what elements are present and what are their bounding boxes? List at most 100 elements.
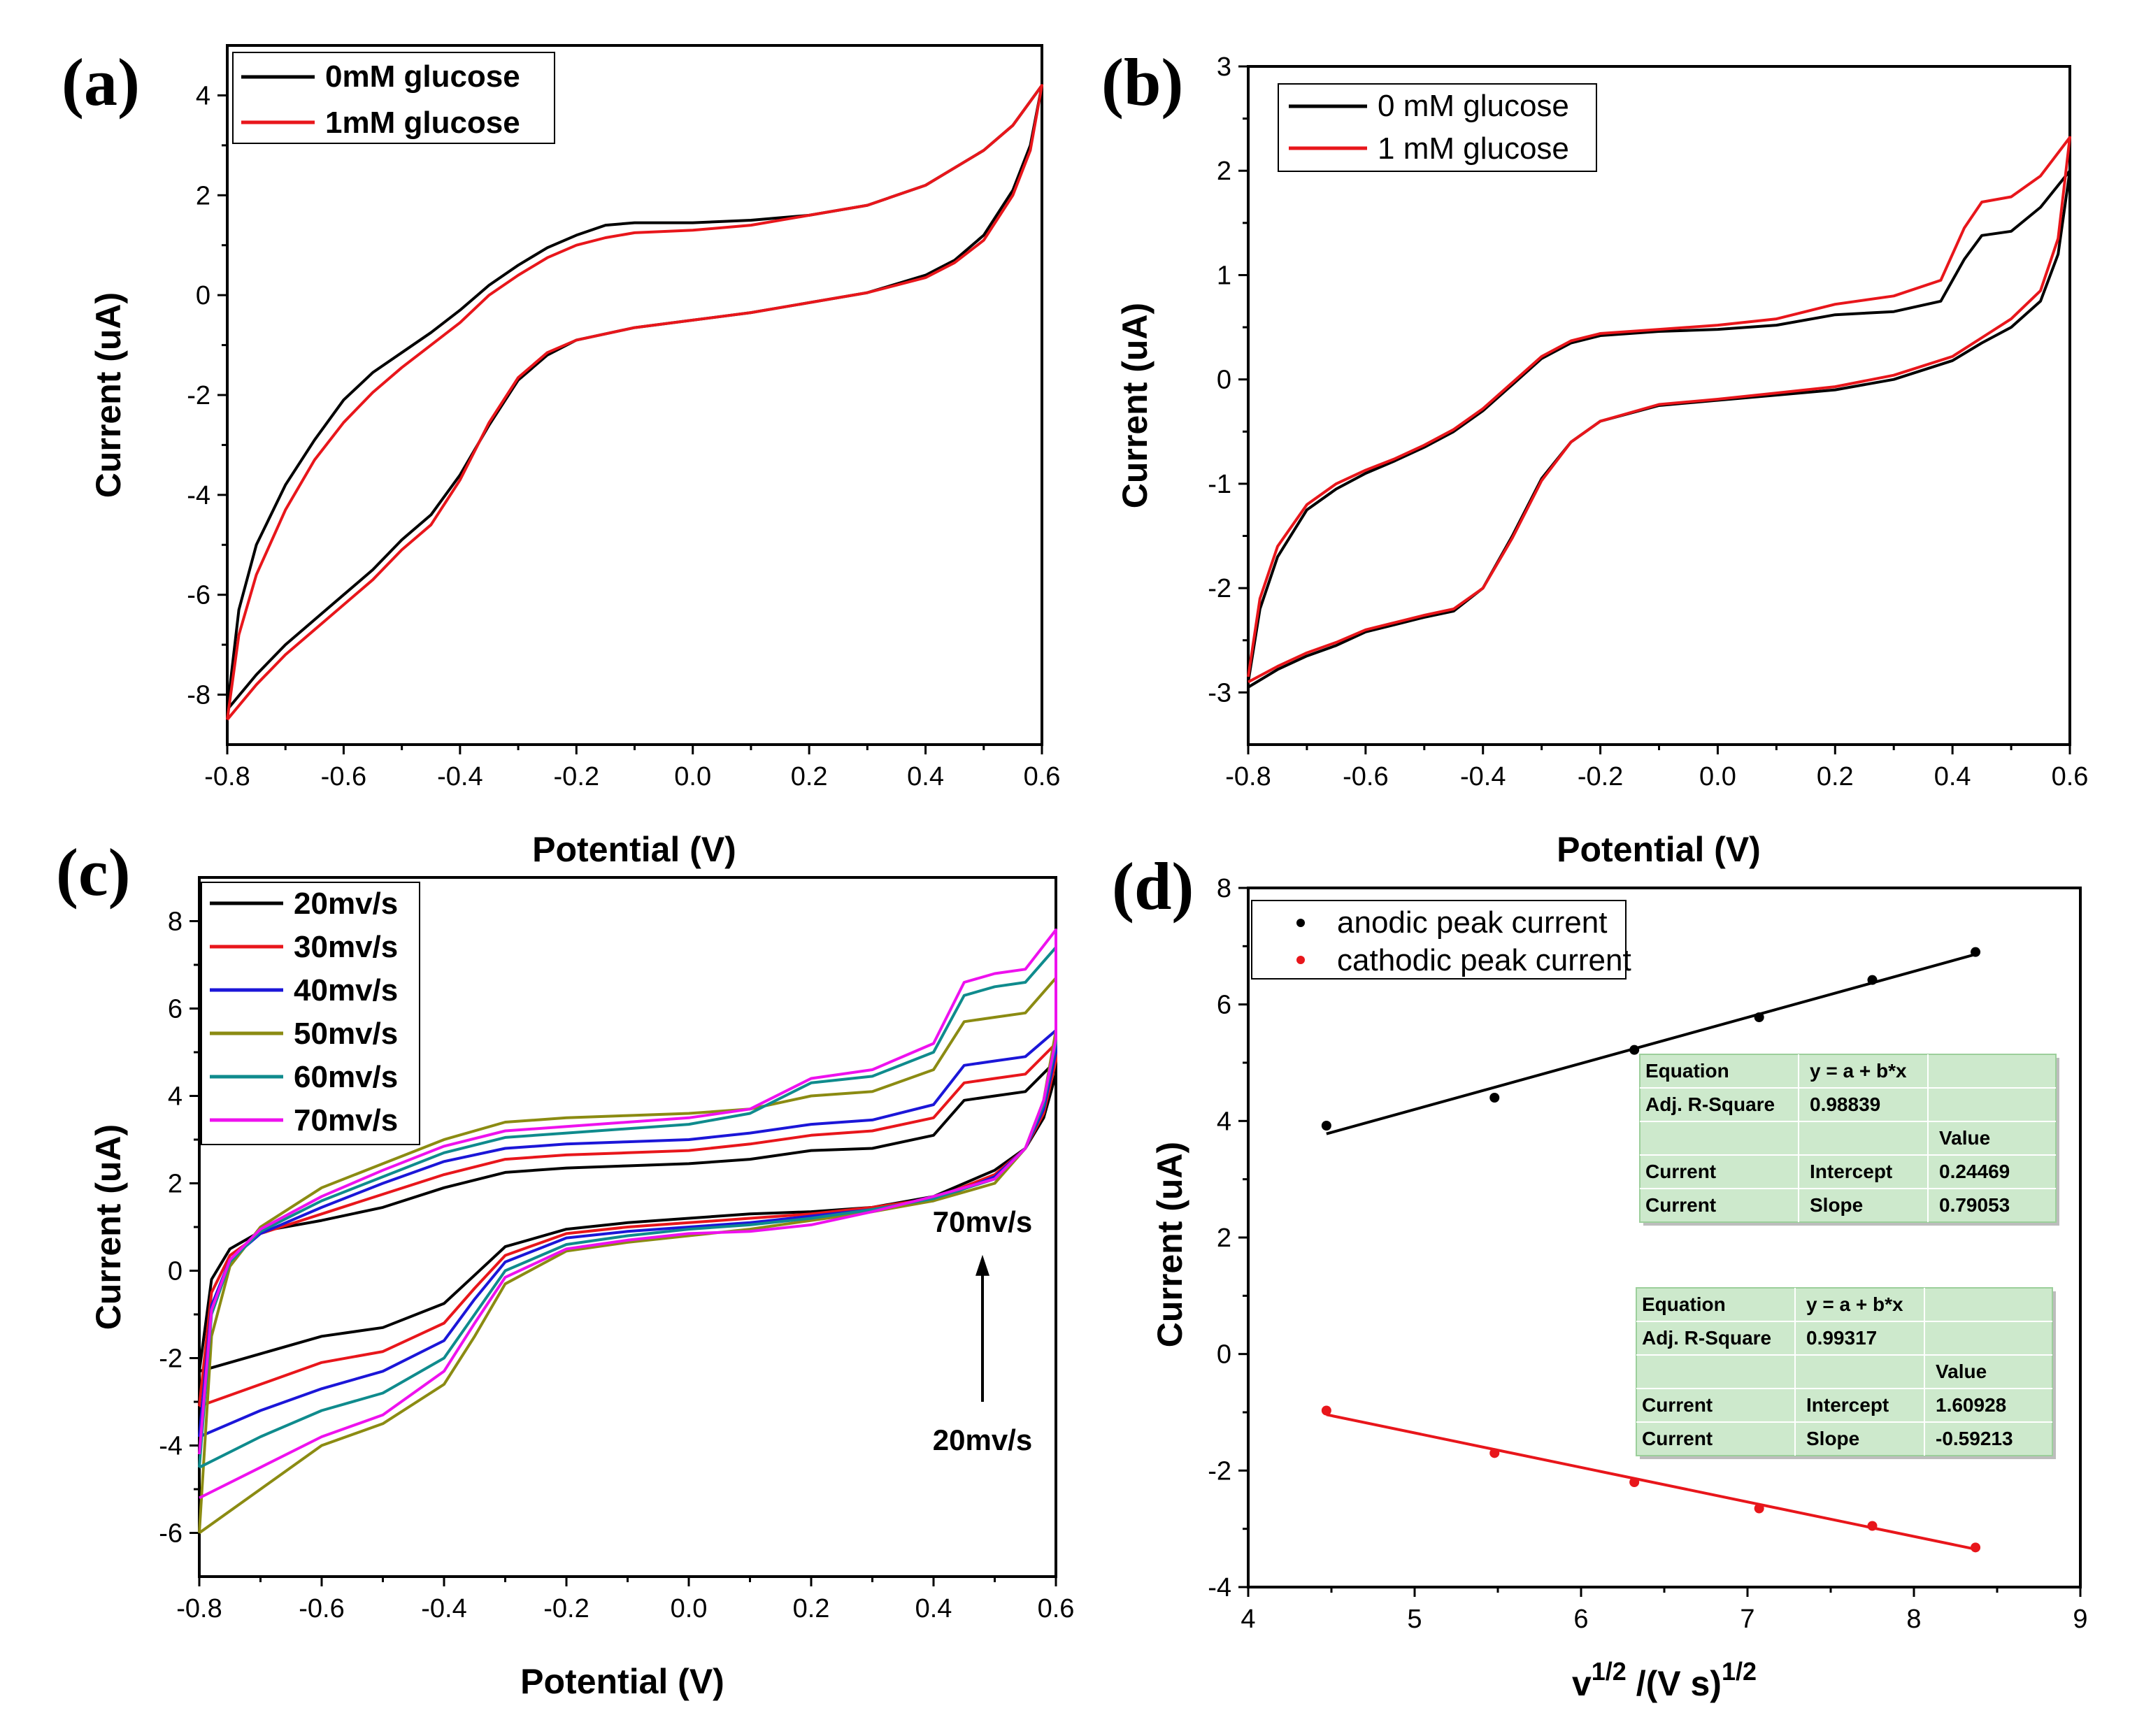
panel-d-plot-frame: [1247, 887, 2082, 1588]
panel-d-point-0-5: [1971, 947, 1981, 957]
c-ytick-label-0: -6: [159, 1519, 183, 1549]
panel-b-ylabel: Current (uA): [1115, 303, 1155, 508]
panel-d-table-0-value-header: Value: [1939, 1127, 1990, 1149]
panel-c-legend: 20mv/s 30mv/s 40mv/s 50mv/s 60mv/s 70mv/s: [201, 882, 420, 1145]
panel-b-legend: 0 mM glucose 1 mM glucose: [1278, 83, 1597, 172]
a-xtick-label-7: 0.6: [1024, 762, 1061, 791]
panel-d-point-1-3: [1754, 1503, 1764, 1514]
a-ytick-label-4: 0: [196, 281, 210, 310]
panel-d-point-1-0: [1321, 1405, 1331, 1416]
panel-d-table-0-cell-1-2: 0.79053: [1939, 1194, 2010, 1216]
panel-c-legend-box: [201, 882, 420, 1145]
panel-c-curves: [198, 928, 1057, 1535]
panel-d-fit-line-1: [1326, 1413, 1976, 1551]
panel-c-scan-rate-annotation: 70mv/s 20mv/s: [933, 1205, 1032, 1456]
panel-a-series-1-line: [226, 84, 1043, 721]
c-ytick-label-5: 4: [168, 1082, 183, 1112]
a-xtick-label-6: 0.4: [907, 762, 944, 791]
b-ytick-label-2: -1: [1208, 470, 1231, 499]
panel-c-legend-label-0: 20mv/s: [294, 887, 398, 921]
b-xtick-label-0: -0.8: [1225, 762, 1271, 791]
panel-a-xlabel: Potential (V): [532, 830, 736, 869]
panel-b-series-1-line: [1247, 136, 2071, 684]
d-xtick-label-5: 9: [2073, 1605, 2087, 1634]
c-ytick-label-7: 8: [168, 908, 183, 937]
c-xtick-label-7: 0.6: [1038, 1594, 1075, 1623]
panel-d-legend: anodic peak current cathodic peak curren…: [1251, 900, 1631, 980]
panel-d-table-0-r2-label: Adj. R-Square: [1645, 1093, 1775, 1115]
c-ytick-label-3: 0: [168, 1257, 183, 1286]
c-ytick-label-1: -4: [159, 1432, 183, 1461]
panel-c-legend-label-2: 40mv/s: [294, 973, 398, 1007]
panel-d-point-0-2: [1629, 1045, 1640, 1055]
panel-c-label: (c): [56, 835, 131, 910]
b-xtick-label-1: -0.6: [1343, 762, 1388, 791]
panel-d-point-0-3: [1754, 1012, 1764, 1022]
panel-d-xlabel-sup2: 1/2: [1722, 1657, 1757, 1686]
panel-c-ylabel: Current (uA): [89, 1124, 128, 1330]
a-ytick-label-5: 2: [196, 181, 210, 210]
d-xtick-label-3: 7: [1740, 1605, 1754, 1634]
panel-d-legend-label-1: cathodic peak current: [1337, 943, 1631, 977]
panel-d-point-0-1: [1489, 1093, 1500, 1103]
panel-d-point-0-0: [1321, 1121, 1331, 1131]
c-ytick-label-2: -2: [159, 1344, 183, 1374]
panel-d-table-0-cell-0-1: Intercept: [1810, 1161, 1892, 1182]
panel-b-legend-box: [1278, 83, 1597, 172]
panel-d-marks: [1321, 947, 1981, 1553]
panel-d-xlabel-v: v: [1572, 1664, 1592, 1703]
panel-d-point-1-1: [1489, 1448, 1500, 1458]
a-ytick-label-6: 4: [196, 81, 210, 110]
b-ytick-label-6: 3: [1217, 52, 1231, 82]
panel-d-point-1-2: [1629, 1477, 1640, 1487]
panel-d-table-1-cell-1-0: Current: [1642, 1428, 1713, 1449]
panel-c-series-5-line: [198, 928, 1057, 1500]
panel-d-table-1-cell-1-1: Slope: [1806, 1428, 1859, 1449]
panel-d-legend-marker-0: [1296, 919, 1305, 927]
panel-c-annotation-top: 70mv/s: [933, 1205, 1032, 1238]
d-ytick-label-1: -2: [1208, 1456, 1231, 1486]
d-ytick-label-0: -4: [1208, 1573, 1231, 1602]
panel-d-table-0-cell-1-1: Slope: [1810, 1194, 1863, 1216]
panel-d-xlabel: v1/2 /(V s)1/2: [1572, 1657, 1757, 1703]
panel-b-ticks: -0.8 -0.6 -0.4 -0.2 0.0 0.2 0.4 0.6 -3 -2 -1 0 1 2 3: [1208, 52, 2088, 791]
panel-a-label: (a): [62, 45, 140, 120]
a-ytick-label-1: -6: [187, 581, 210, 610]
c-ytick-label-4: 2: [168, 1170, 183, 1199]
b-ytick-label-3: 0: [1217, 366, 1231, 395]
panel-a-ylabel: Current (uA): [89, 292, 128, 498]
panel-b-label: (b): [1101, 45, 1183, 120]
d-xtick-label-0: 4: [1241, 1605, 1255, 1634]
panel-d-table-0-equation-label: Equation: [1645, 1060, 1729, 1082]
panel-d-label: (d): [1112, 849, 1194, 924]
a-xtick-label-3: -0.2: [554, 762, 599, 791]
a-xtick-label-0: -0.8: [204, 762, 250, 791]
panel-d-legend-marker-1: [1296, 956, 1305, 964]
b-ytick-label-4: 1: [1217, 261, 1231, 290]
panel-d-table-1-cell-0-0: Current: [1642, 1394, 1713, 1416]
panel-d-ticks: 4 5 6 7 8 9 -4 -2 0 2 4 6 8: [1208, 874, 2087, 1634]
panel-d-table-0-cell-0-2: 0.24469: [1939, 1161, 2010, 1182]
panel-d-legend-box: [1251, 900, 1627, 980]
panel-d-legend-label-0: anodic peak current: [1337, 905, 1607, 940]
b-ytick-label-0: -3: [1208, 678, 1231, 708]
d-ytick-label-4: 4: [1217, 1107, 1231, 1136]
b-xtick-label-6: 0.4: [1934, 762, 1971, 791]
panel-d-table-1-cell-0-1: Intercept: [1806, 1394, 1889, 1416]
a-xtick-label-2: -0.4: [437, 762, 483, 791]
panel-d-table-1-value-header: Value: [1936, 1361, 1987, 1382]
panel-c-legend-label-3: 50mv/s: [294, 1017, 398, 1051]
panel-b-curves: [1247, 136, 2071, 689]
a-xtick-label-1: -0.6: [321, 762, 366, 791]
a-xtick-label-5: 0.2: [791, 762, 828, 791]
panel-d-table-0-equation: y = a + b*x: [1810, 1060, 1907, 1082]
panel-d-table-1-bg: [1636, 1287, 2053, 1456]
panel-b-legend-label-0: 0 mM glucose: [1378, 89, 1569, 123]
panel-d-fit-table-cathodic: Equation y = a + b*x Adj. R-Square 0.99317 V…: [1636, 1287, 2056, 1459]
b-ytick-label-5: 2: [1217, 157, 1231, 186]
c-xtick-label-3: -0.2: [543, 1594, 589, 1623]
c-xtick-label-5: 0.2: [793, 1594, 830, 1623]
panel-a-curves: [226, 84, 1043, 721]
c-xtick-label-6: 0.4: [915, 1594, 952, 1623]
